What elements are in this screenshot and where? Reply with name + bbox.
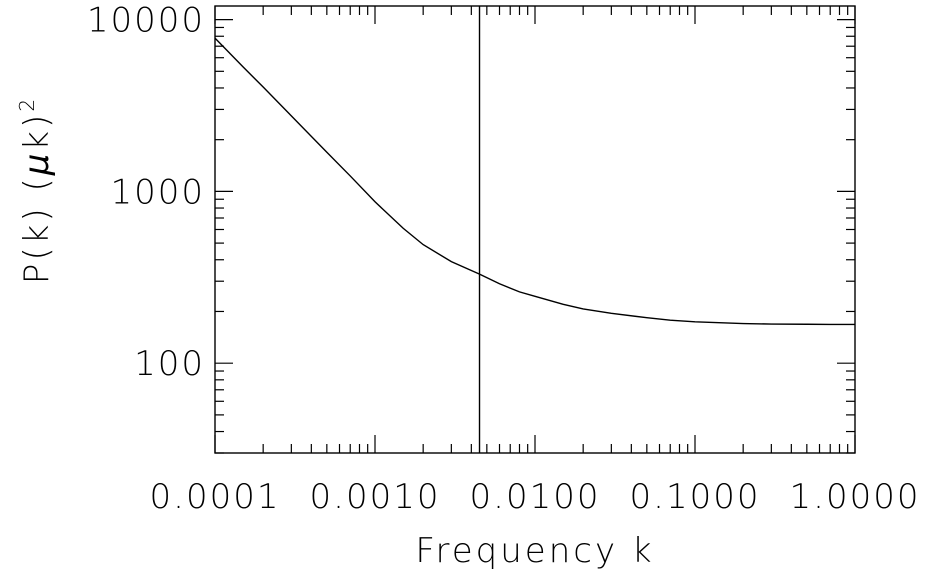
y-axis-label-k: k) — [17, 112, 57, 151]
major-ticks — [214, 6, 856, 453]
x-axis-label: Frequency k — [415, 531, 654, 571]
x-tick-label: 0.1000 — [630, 477, 761, 517]
y-axis-label: P(k) (μk)2 — [15, 96, 57, 284]
y-axis-label-exponent: 2 — [15, 96, 39, 112]
y-tick-labels: 100 1000 10000 — [87, 1, 205, 385]
plot-frame — [214, 5, 856, 454]
x-tick-label: 0.0010 — [310, 477, 441, 517]
y-tick-label: 10000 — [87, 1, 205, 41]
y-axis-label-mu: μ — [17, 151, 57, 177]
x-tick-label: 0.0001 — [150, 477, 281, 517]
x-tick-label: 1.0000 — [790, 477, 921, 517]
minor-ticks — [215, 6, 855, 454]
y-tick-label: 1000 — [110, 172, 205, 212]
power-spectrum-line — [214, 37, 855, 326]
y-axis-label-main: P(k) ( — [17, 175, 57, 284]
x-tick-labels: 0.0001 0.0010 0.0100 0.1000 1.0000 — [150, 477, 921, 517]
y-tick-label: 100 — [134, 344, 205, 384]
x-tick-label: 0.0100 — [470, 477, 601, 517]
